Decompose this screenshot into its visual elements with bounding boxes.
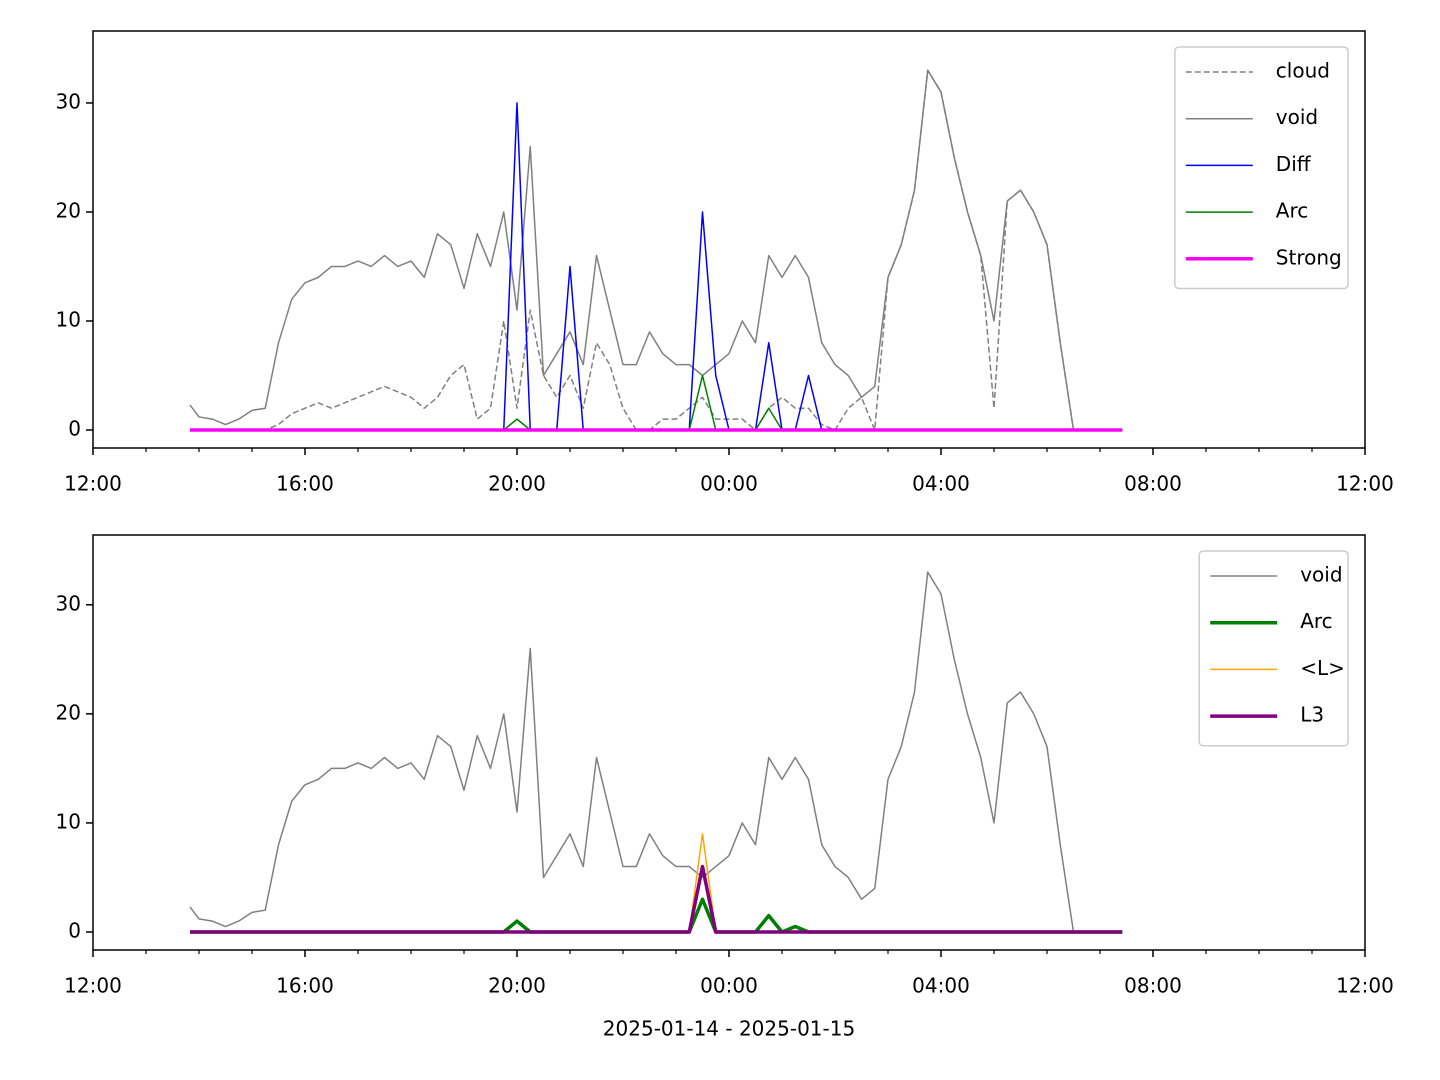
legend-label: void [1300, 563, 1342, 587]
y-tick-label: 10 [56, 809, 81, 833]
series-line [189, 833, 1123, 933]
axes-frame [92, 534, 1366, 951]
y-tick-label: 10 [56, 307, 81, 331]
legend-label: void [1276, 105, 1318, 129]
x-tick-label: 12:00 [1336, 472, 1394, 496]
x-tick-label: 16:00 [276, 472, 334, 496]
y-tick-label: 20 [56, 700, 81, 724]
y-tick-label: 20 [56, 198, 81, 222]
x-tick-label: 16:00 [276, 974, 334, 998]
legend-box [1198, 550, 1349, 747]
legend-box [1174, 46, 1349, 290]
y-tick-label: 30 [56, 591, 81, 615]
series-line [189, 374, 1123, 431]
legend-label: Diff [1276, 152, 1312, 176]
y-tick-label: 0 [68, 417, 81, 441]
x-tick-label: 12:00 [64, 472, 122, 496]
series-line [189, 864, 1123, 934]
legend-label: Arc [1300, 609, 1332, 633]
series-line [189, 69, 1123, 431]
series-line [189, 69, 1123, 431]
legend-label: cloud [1276, 59, 1330, 83]
legend-label: <L> [1300, 656, 1345, 680]
x-tick-label: 12:00 [1336, 974, 1394, 998]
x-tick-label: 00:00 [700, 472, 758, 496]
x-tick-label: 08:00 [1124, 974, 1182, 998]
series-line [189, 897, 1123, 934]
series-line [189, 571, 1123, 933]
x-tick-label: 20:00 [488, 472, 546, 496]
legend-label: Arc [1276, 199, 1308, 223]
x-tick-label: 20:00 [488, 974, 546, 998]
x-tick-label: 08:00 [1124, 472, 1182, 496]
x-tick-label: 12:00 [64, 974, 122, 998]
y-tick-label: 30 [56, 89, 81, 113]
legend-label: L3 [1300, 703, 1324, 727]
x-tick-label: 04:00 [912, 472, 970, 496]
x-tick-label: 04:00 [912, 974, 970, 998]
y-tick-label: 0 [68, 919, 81, 943]
x-tick-label: 00:00 [700, 974, 758, 998]
x-axis-label: 2025-01-14 - 2025-01-15 [603, 1017, 855, 1041]
legend-label: Strong [1276, 245, 1342, 269]
